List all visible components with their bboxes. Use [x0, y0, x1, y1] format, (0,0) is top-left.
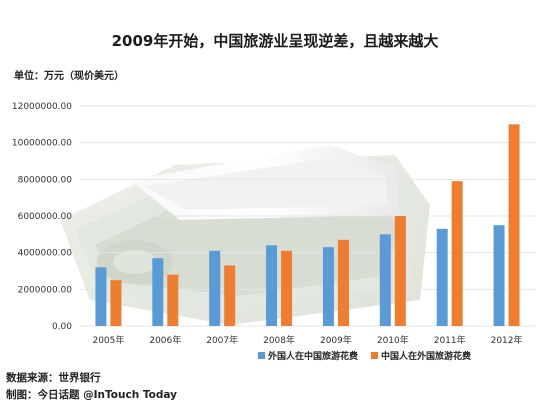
- x-tick-label: 2011年: [434, 334, 466, 346]
- bars: [95, 124, 520, 326]
- bar-orange-5: [394, 216, 406, 326]
- bar-blue-5: [379, 234, 391, 326]
- bar-blue-2: [209, 250, 221, 326]
- y-axis-ticks: 0.00 2000000.00 4000000.00 6000000.00 800000…: [12, 102, 72, 332]
- y-tick-label: 0.00: [52, 322, 72, 332]
- bar-blue-6: [436, 228, 448, 326]
- unit-label: 单位：万元（现价美元）: [14, 71, 124, 82]
- bar-orange-1: [167, 274, 179, 326]
- x-tick-label: 2007年: [206, 334, 238, 346]
- y-tick-label: 12000000.00: [12, 102, 72, 112]
- credit-note: 制图：今日话题 @InTouch Today: [6, 389, 177, 401]
- bar-blue-1: [152, 258, 164, 326]
- legend: 外国人在中国旅游花费 中国人在外国旅游花费: [258, 350, 471, 362]
- y-tick-label: 8000000.00: [18, 175, 73, 185]
- x-tick-label: 2008年: [263, 334, 295, 346]
- y-tick-label: 2000000.00: [18, 285, 73, 295]
- y-tick-label: 6000000.00: [18, 212, 73, 222]
- legend-swatch-orange: [371, 352, 378, 359]
- x-tick-label: 2006年: [149, 334, 181, 346]
- y-tick-label: 4000000.00: [18, 249, 73, 259]
- bar-orange-4: [337, 239, 349, 326]
- legend-label-blue: 外国人在中国旅游花费: [267, 350, 358, 362]
- bar-blue-3: [266, 245, 278, 326]
- bar-orange-2: [224, 265, 236, 326]
- x-tick-label: 2005年: [92, 334, 124, 346]
- legend-swatch-blue: [258, 352, 265, 359]
- bar-orange-3: [281, 250, 293, 326]
- x-tick-label: 2012年: [491, 334, 523, 346]
- x-axis-ticks: 2005年 2006年 2007年 2008年 2009年 2010年 2011年 2012年: [92, 334, 522, 346]
- legend-label-orange: 中国人在外国旅游花费: [381, 350, 471, 362]
- data-source-note: 数据来源：世界银行: [6, 372, 101, 384]
- bar-blue-0: [95, 267, 107, 326]
- bar-blue-7: [493, 225, 505, 326]
- bar-orange-7: [508, 124, 520, 326]
- bar-orange-0: [110, 280, 122, 326]
- bar-blue-4: [322, 247, 334, 326]
- y-tick-label: 10000000.00: [12, 139, 72, 149]
- x-tick-label: 2010年: [377, 334, 409, 346]
- chart-title: 2009年开始，中国旅游业呈现逆差，且越来越大: [111, 32, 439, 50]
- x-tick-label: 2009年: [320, 334, 352, 346]
- bar-orange-6: [451, 181, 463, 326]
